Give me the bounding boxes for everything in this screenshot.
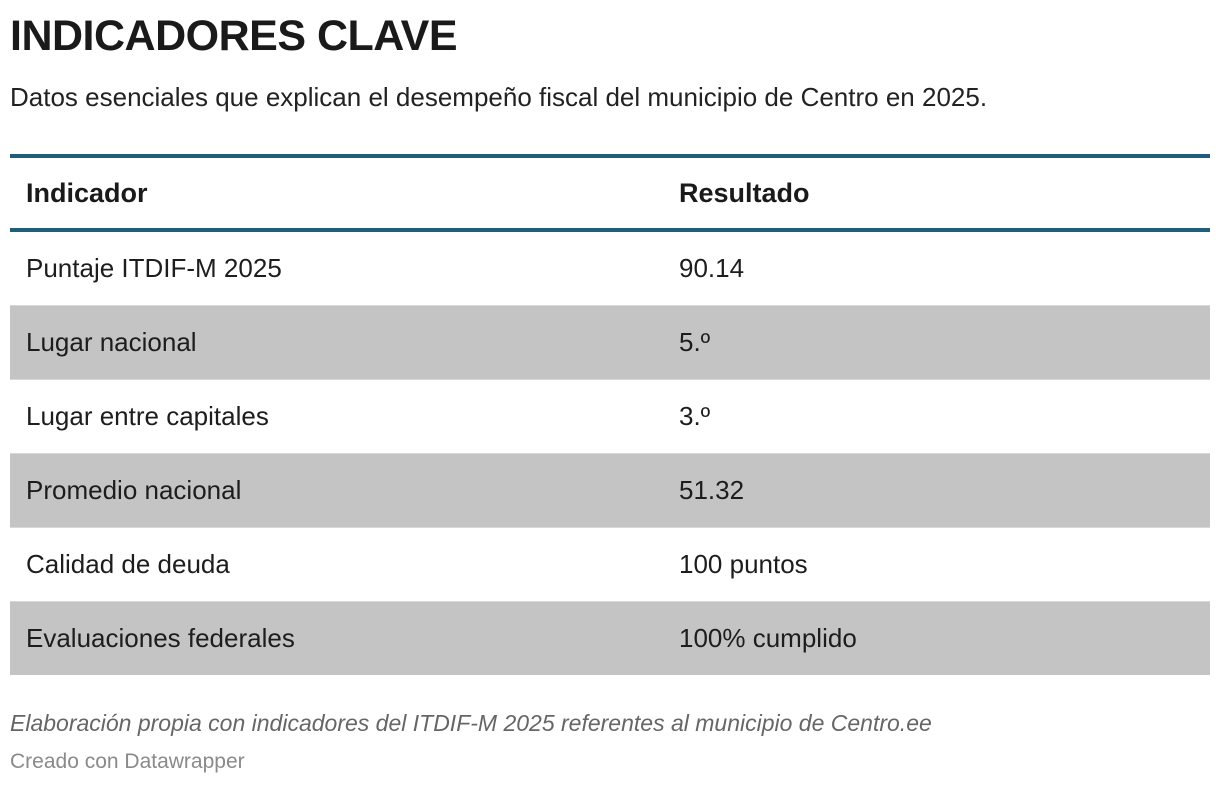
table-row: Puntaje ITDIF-M 2025 90.14	[10, 232, 1210, 306]
cell-indicador: Calidad de deuda	[26, 549, 230, 579]
source-notes: Elaboración propia con indicadores del I…	[10, 710, 932, 736]
table-header: Indicador Resultado	[10, 158, 1210, 232]
table-row: Evaluaciones federales 100% cumplido	[10, 602, 1210, 675]
cell-indicador: Puntaje ITDIF-M 2025	[26, 253, 282, 283]
cell-resultado: 100% cumplido	[679, 623, 857, 653]
table-row: Calidad de deuda 100 puntos	[10, 528, 1210, 602]
cell-resultado: 51.32	[679, 475, 745, 505]
cell-indicador: Promedio nacional	[26, 475, 242, 505]
column-header-resultado[interactable]: Resultado	[679, 177, 810, 208]
cell-resultado: 5.º	[679, 327, 711, 357]
datawrapper-credit-link[interactable]: Creado con Datawrapper	[10, 750, 245, 773]
table-row: Lugar nacional 5.º	[10, 306, 1210, 380]
cell-indicador: Lugar entre capitales	[26, 401, 269, 431]
table-body: Puntaje ITDIF-M 2025 90.14 Lugar naciona…	[10, 232, 1210, 675]
indicators-table: Indicador Resultado Puntaje ITDIF-M 2025…	[10, 154, 1210, 675]
page-title: INDICADORES CLAVE	[10, 12, 458, 60]
cell-resultado: 3.º	[679, 401, 711, 431]
cell-indicador: Lugar nacional	[26, 327, 197, 357]
cell-indicador: Evaluaciones federales	[26, 623, 295, 653]
table-row: Promedio nacional 51.32	[10, 454, 1210, 528]
column-header-indicador[interactable]: Indicador	[26, 177, 148, 208]
cell-resultado: 90.14	[679, 253, 745, 283]
page-subtitle: Datos esenciales que explican el desempe…	[10, 82, 988, 112]
cell-resultado: 100 puntos	[679, 549, 808, 579]
table-row: Lugar entre capitales 3.º	[10, 380, 1210, 454]
